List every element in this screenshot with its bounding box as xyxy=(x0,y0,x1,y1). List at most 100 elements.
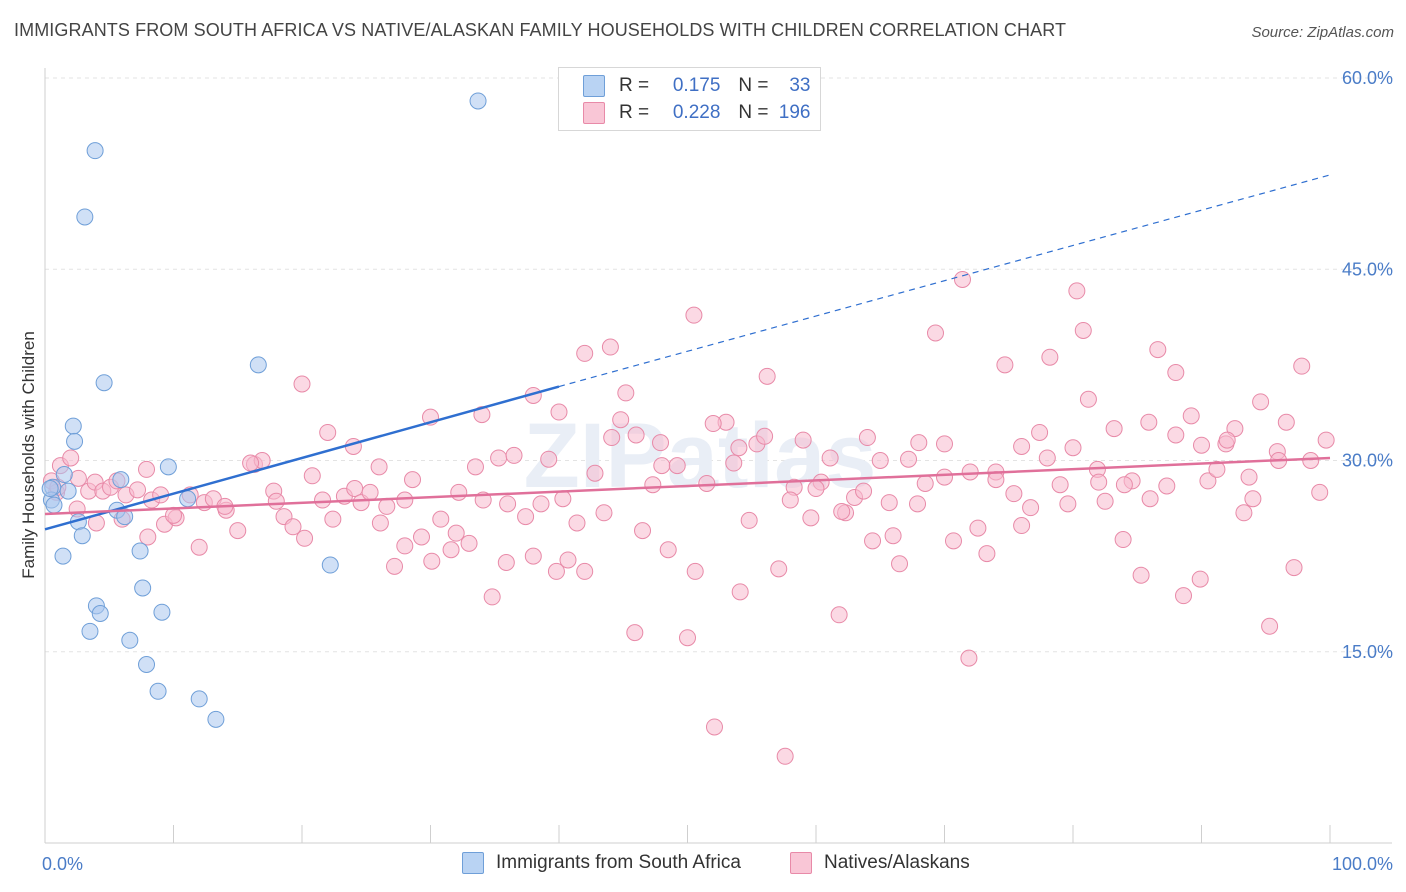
data-point-natives xyxy=(880,494,898,512)
bottom-legend-swatch-blue xyxy=(462,852,484,874)
data-point-natives xyxy=(1074,321,1092,339)
data-point-natives xyxy=(617,384,635,402)
data-point-natives xyxy=(705,718,723,736)
y-tick-label: 30.0% xyxy=(1342,451,1393,471)
data-point-natives xyxy=(460,534,478,552)
data-point-natives xyxy=(1064,439,1082,457)
data-point-natives xyxy=(731,583,749,601)
data-point-immigrants xyxy=(469,92,487,110)
data-point-immigrants xyxy=(81,622,99,640)
y-tick-label: 60.0% xyxy=(1342,68,1393,88)
data-point-natives xyxy=(1022,499,1040,517)
data-point-immigrants xyxy=(41,480,59,498)
data-point-natives xyxy=(830,606,848,624)
data-point-natives xyxy=(1208,460,1226,478)
y-tick-label: 45.0% xyxy=(1342,259,1393,279)
bottom-legend-item-2: Natives/Alaskans xyxy=(790,852,970,874)
data-point-natives xyxy=(396,491,414,509)
data-point-natives xyxy=(686,562,704,580)
data-point-natives xyxy=(1114,531,1132,549)
chart-title: IMMIGRANTS FROM SOUTH AFRICA VS NATIVE/A… xyxy=(14,20,1067,40)
source-label: Source: ZipAtlas.com xyxy=(1251,24,1394,41)
data-point-immigrants xyxy=(321,556,339,574)
trend-line-natives xyxy=(44,456,1331,516)
data-point-natives xyxy=(936,435,953,453)
data-point-natives xyxy=(807,480,825,498)
data-point-natives xyxy=(1059,495,1077,513)
data-point-natives xyxy=(770,560,788,578)
data-point-natives xyxy=(730,439,748,457)
data-point-natives xyxy=(627,426,645,444)
data-point-natives xyxy=(1167,364,1185,382)
data-point-natives xyxy=(267,492,285,510)
data-point-natives xyxy=(413,528,431,546)
data-point-natives xyxy=(978,545,996,563)
data-point-natives xyxy=(293,375,311,393)
data-point-immigrants xyxy=(86,142,104,160)
data-point-natives xyxy=(1167,426,1185,444)
data-point-natives xyxy=(404,471,422,489)
data-point-natives xyxy=(725,454,743,472)
data-point-immigrants xyxy=(91,605,109,622)
data-point-natives xyxy=(396,537,414,555)
data-point-natives xyxy=(129,481,147,499)
legend-row-series-1: R = 0.175 N = 33 xyxy=(583,74,811,98)
data-point-natives xyxy=(1013,517,1031,535)
data-point-natives xyxy=(603,429,621,447)
legend-n-label: N = xyxy=(738,75,769,96)
bottom-legend-item-1: Immigrants from South Africa xyxy=(462,852,741,874)
data-point-natives xyxy=(1031,423,1049,441)
data-point-natives xyxy=(1140,413,1158,431)
data-point-natives xyxy=(910,434,928,452)
data-point-natives xyxy=(794,431,812,449)
legend-r-value: 0.175 xyxy=(672,75,721,96)
data-point-immigrants xyxy=(179,490,197,508)
legend-n-label: N = xyxy=(738,102,769,123)
data-point-natives xyxy=(601,338,619,356)
series-natives-alaskans xyxy=(42,270,1335,765)
legend-n-value: 196 xyxy=(778,102,811,123)
data-point-natives xyxy=(864,532,882,550)
data-point-natives xyxy=(960,649,978,667)
data-point-natives xyxy=(1090,473,1108,491)
data-point-natives xyxy=(447,524,465,542)
trend-line-immigrants xyxy=(44,385,560,531)
data-point-natives xyxy=(229,522,247,540)
data-point-natives xyxy=(540,450,558,468)
data-point-natives xyxy=(442,541,460,559)
data-point-immigrants xyxy=(116,508,134,526)
data-point-natives xyxy=(370,458,388,476)
data-point-natives xyxy=(833,503,851,520)
data-point-natives xyxy=(871,452,889,469)
data-point-natives xyxy=(1199,472,1217,490)
data-point-immigrants xyxy=(249,356,267,374)
data-point-natives xyxy=(652,434,670,452)
data-point-immigrants xyxy=(149,682,167,700)
data-point-natives xyxy=(497,554,515,571)
data-point-natives xyxy=(314,491,332,509)
data-point-natives xyxy=(473,406,491,424)
data-point-natives xyxy=(1038,449,1056,467)
data-point-natives xyxy=(758,367,776,385)
data-point-natives xyxy=(466,458,484,476)
data-point-natives xyxy=(371,514,389,532)
data-point-natives xyxy=(190,538,208,556)
data-point-natives xyxy=(1132,566,1150,584)
y-tick-labels: 15.0% 30.0% 45.0% 60.0% xyxy=(1342,68,1393,662)
x-tick-label-max: 100.0% xyxy=(1332,854,1393,874)
data-point-natives xyxy=(927,324,945,342)
data-point-natives xyxy=(1041,348,1059,366)
data-point-natives xyxy=(1277,413,1295,431)
bottom-legend-swatch-pink xyxy=(790,852,812,874)
data-point-natives xyxy=(1235,504,1253,522)
data-point-natives xyxy=(378,497,396,515)
data-point-natives xyxy=(969,519,987,537)
bottom-legend: Immigrants from South Africa Natives/Ala… xyxy=(0,852,1406,878)
data-point-natives xyxy=(612,411,630,429)
data-point-immigrants xyxy=(159,458,177,476)
legend-r-value: 0.228 xyxy=(672,102,721,123)
data-point-natives xyxy=(559,551,577,569)
x-tick-label-min: 0.0% xyxy=(42,854,83,874)
data-point-natives xyxy=(1252,393,1270,411)
